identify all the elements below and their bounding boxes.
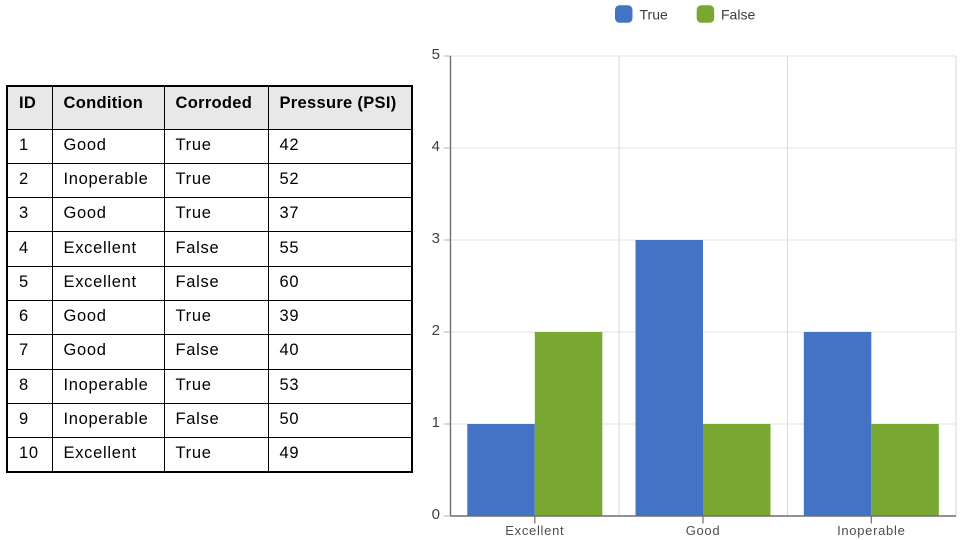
svg-text:2: 2 bbox=[432, 322, 440, 339]
svg-text:Excellent: Excellent bbox=[505, 523, 564, 538]
svg-text:Good: Good bbox=[686, 523, 721, 538]
svg-text:4: 4 bbox=[432, 138, 440, 155]
svg-text:0: 0 bbox=[432, 506, 440, 523]
svg-text:True: True bbox=[640, 7, 668, 23]
svg-text:Inoperable: Inoperable bbox=[837, 523, 905, 538]
svg-text:5: 5 bbox=[432, 46, 440, 63]
svg-text:1: 1 bbox=[432, 414, 440, 431]
svg-text:3: 3 bbox=[432, 230, 440, 247]
svg-text:False: False bbox=[721, 7, 755, 23]
